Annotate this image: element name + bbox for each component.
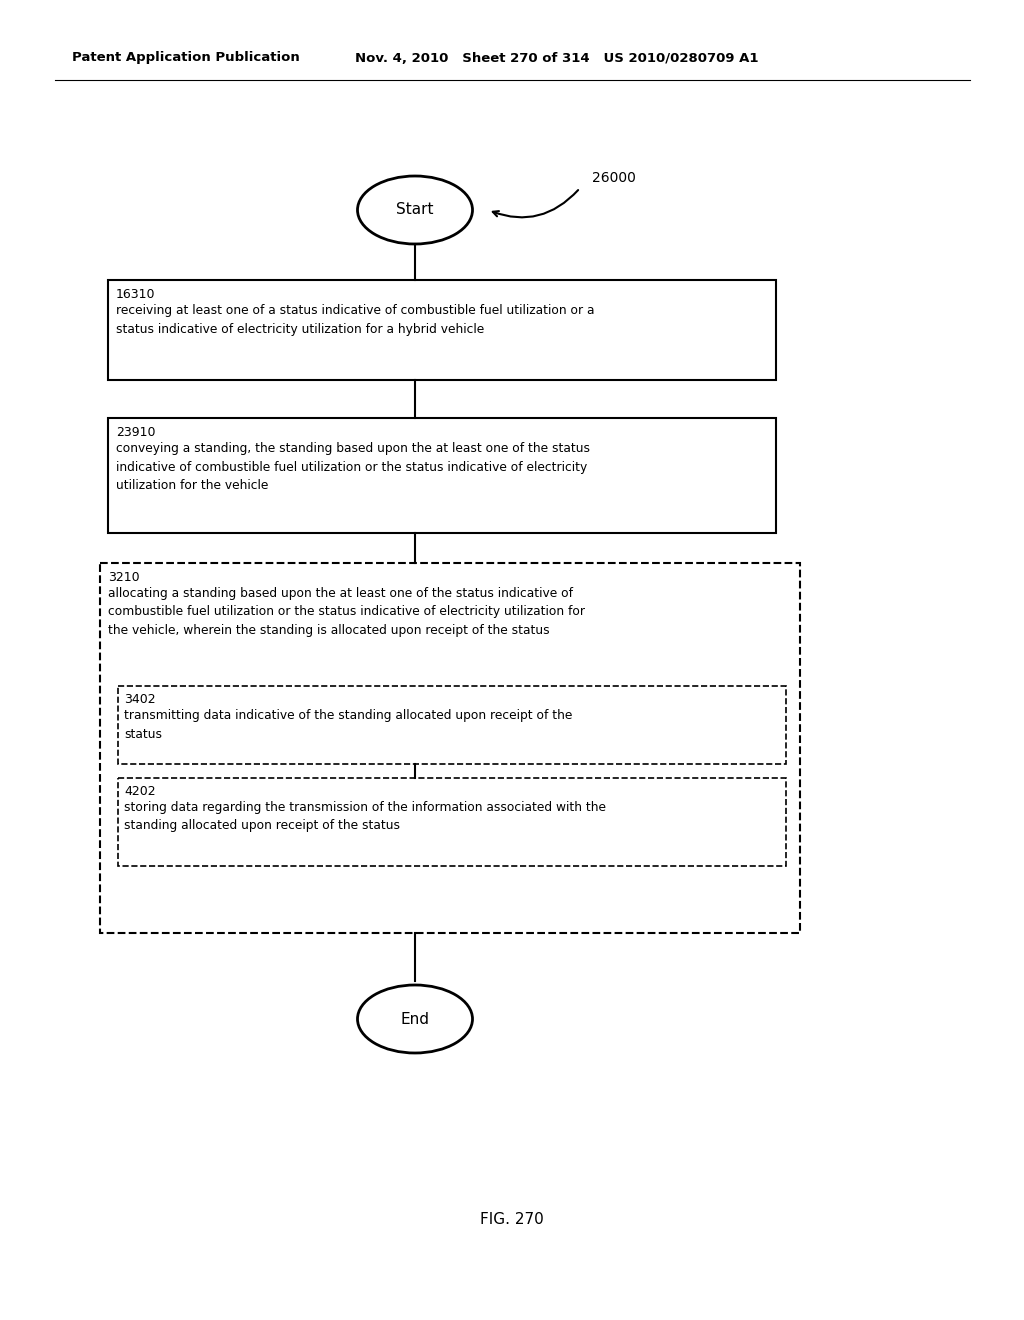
Text: Start: Start bbox=[396, 202, 434, 218]
Text: storing data regarding the transmission of the information associated with the
s: storing data regarding the transmission … bbox=[124, 801, 606, 833]
Text: transmitting data indicative of the standing allocated upon receipt of the
statu: transmitting data indicative of the stan… bbox=[124, 709, 572, 741]
Text: 23910: 23910 bbox=[116, 426, 156, 440]
Bar bbox=[100, 564, 800, 933]
Text: 3210: 3210 bbox=[108, 572, 139, 583]
Text: 26000: 26000 bbox=[592, 172, 636, 185]
Text: 16310: 16310 bbox=[116, 288, 156, 301]
Text: Patent Application Publication: Patent Application Publication bbox=[72, 51, 300, 65]
Text: conveying a standing, the standing based upon the at least one of the status
ind: conveying a standing, the standing based… bbox=[116, 442, 590, 492]
Text: 4202: 4202 bbox=[124, 785, 156, 799]
Bar bbox=[108, 280, 776, 380]
Text: Nov. 4, 2010   Sheet 270 of 314   US 2010/0280709 A1: Nov. 4, 2010 Sheet 270 of 314 US 2010/02… bbox=[355, 51, 759, 65]
Text: End: End bbox=[400, 1011, 429, 1027]
Bar bbox=[108, 418, 776, 533]
Bar bbox=[118, 777, 786, 866]
Bar bbox=[118, 686, 786, 764]
Text: 3402: 3402 bbox=[124, 693, 156, 706]
Text: receiving at least one of a status indicative of combustible fuel utilization or: receiving at least one of a status indic… bbox=[116, 304, 595, 335]
Text: allocating a standing based upon the at least one of the status indicative of
co: allocating a standing based upon the at … bbox=[108, 587, 585, 638]
Text: FIG. 270: FIG. 270 bbox=[480, 1213, 544, 1228]
